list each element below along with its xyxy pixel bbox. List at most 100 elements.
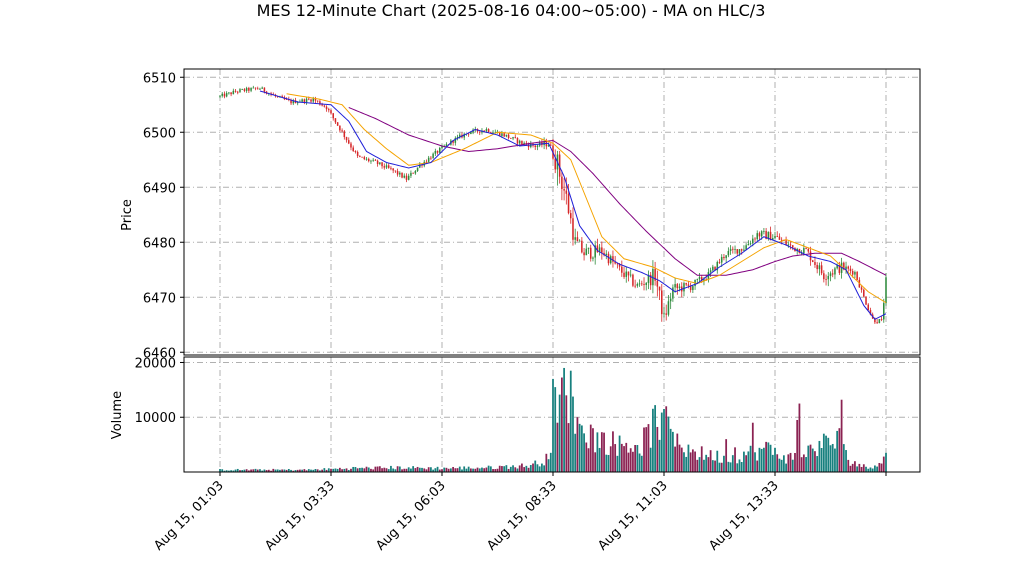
volume-bar bbox=[469, 468, 472, 472]
volume-bar bbox=[696, 459, 699, 472]
volume-bar bbox=[756, 460, 759, 472]
candle-body bbox=[874, 318, 876, 323]
volume-bar bbox=[310, 469, 312, 472]
volume-bar bbox=[829, 445, 832, 472]
volume-bar bbox=[649, 447, 652, 472]
candle-body bbox=[787, 244, 790, 246]
candle-body bbox=[248, 87, 250, 91]
volume-bar bbox=[485, 467, 488, 472]
volume-bar bbox=[394, 469, 397, 472]
volume-bar bbox=[412, 466, 415, 472]
volume-bar bbox=[782, 455, 785, 472]
candle-body bbox=[374, 159, 377, 161]
candle-body bbox=[674, 284, 676, 288]
volume-bar bbox=[709, 450, 712, 472]
candle-body bbox=[394, 170, 397, 172]
candle-body bbox=[576, 237, 579, 242]
volume-bar bbox=[438, 469, 441, 472]
price-candles bbox=[219, 85, 887, 325]
volume-bar bbox=[330, 468, 332, 472]
candle-body bbox=[574, 237, 576, 240]
candle-body bbox=[536, 145, 539, 148]
volume-bar bbox=[385, 468, 388, 472]
candle-body bbox=[232, 90, 235, 95]
volume-bar bbox=[423, 468, 426, 472]
volume-bar bbox=[332, 468, 335, 472]
volume-bar bbox=[396, 466, 399, 472]
candle-body bbox=[325, 106, 328, 110]
candle-body bbox=[654, 268, 656, 281]
volume-bar bbox=[580, 425, 583, 472]
volume-bar bbox=[414, 468, 417, 472]
candle-body bbox=[883, 303, 885, 320]
price-panel: 6460 6470 6480 6490 6500 6510 Price bbox=[120, 68, 921, 361]
candle-body bbox=[478, 131, 481, 133]
candle-body bbox=[623, 272, 625, 277]
volume-bar bbox=[760, 448, 763, 472]
candle-body bbox=[308, 98, 310, 100]
candle-body bbox=[383, 166, 386, 168]
candle-body bbox=[734, 249, 736, 250]
volume-bar bbox=[474, 468, 477, 472]
volume-bar bbox=[350, 468, 352, 472]
volume-bar bbox=[525, 465, 528, 472]
candle-body bbox=[632, 274, 634, 286]
volume-bar bbox=[816, 456, 819, 472]
candle-body bbox=[774, 236, 776, 239]
volume-bar bbox=[489, 466, 492, 472]
volume-bar bbox=[569, 370, 572, 472]
candle-body bbox=[565, 190, 568, 194]
volume-bar bbox=[618, 435, 621, 472]
volume-bar bbox=[778, 458, 781, 472]
volume-bar bbox=[321, 469, 324, 472]
candle-body bbox=[567, 193, 570, 214]
candle-body bbox=[498, 131, 501, 136]
volume-bar bbox=[851, 463, 854, 472]
candle-body bbox=[838, 264, 841, 273]
candle-body bbox=[805, 248, 807, 249]
ma-fast-line bbox=[259, 90, 887, 320]
volume-bar bbox=[301, 469, 304, 472]
volume-bar bbox=[663, 409, 665, 472]
volume-bar bbox=[565, 395, 568, 472]
volume-bar bbox=[625, 442, 628, 472]
candle-body bbox=[510, 137, 512, 139]
volume-axis-label: Volume bbox=[110, 391, 125, 439]
candle-body bbox=[836, 264, 838, 269]
volume-bar bbox=[314, 469, 317, 472]
price-y-ticks: 6460 6470 6480 6490 6500 6510 bbox=[143, 71, 184, 361]
candle-body bbox=[656, 280, 659, 287]
volume-bar bbox=[223, 470, 226, 472]
volume-bar bbox=[378, 466, 381, 472]
candle-body bbox=[612, 256, 614, 262]
candle-body bbox=[723, 256, 725, 259]
volume-bar bbox=[285, 469, 288, 472]
candle-body bbox=[880, 319, 883, 320]
candle-body bbox=[685, 283, 687, 285]
candle-body bbox=[720, 256, 723, 263]
candle-body bbox=[534, 145, 537, 148]
candle-body bbox=[698, 277, 701, 280]
candle-body bbox=[439, 147, 441, 153]
x-tick-label: Aug 15, 08:33 bbox=[484, 478, 560, 554]
candle-body bbox=[772, 238, 774, 241]
volume-bar bbox=[243, 469, 246, 472]
volume-bar bbox=[869, 467, 872, 472]
candle-body bbox=[396, 170, 399, 175]
volume-bar bbox=[505, 465, 508, 472]
volume-bar bbox=[545, 453, 548, 472]
candle-body bbox=[470, 132, 472, 135]
candle-body bbox=[490, 132, 492, 133]
candle-body bbox=[323, 105, 326, 107]
volume-bar bbox=[532, 463, 534, 472]
candle-body bbox=[683, 283, 685, 292]
candle-body bbox=[676, 284, 679, 289]
candle-body bbox=[550, 144, 552, 146]
volume-bar bbox=[643, 427, 645, 472]
volume-bar bbox=[794, 452, 796, 472]
volume-bar bbox=[687, 444, 690, 472]
volume-bar bbox=[685, 456, 688, 472]
volume-bar bbox=[514, 467, 517, 472]
candle-body bbox=[641, 283, 643, 285]
volume-bar bbox=[547, 459, 550, 472]
